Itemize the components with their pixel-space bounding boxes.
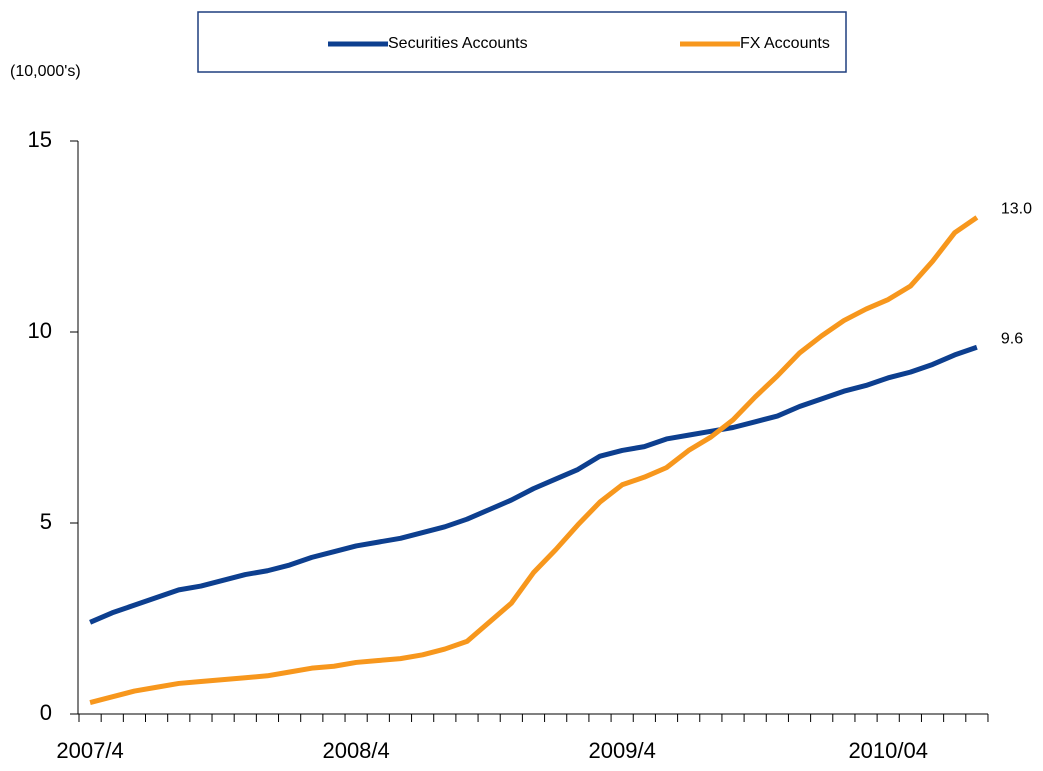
y-tick-label: 10 bbox=[28, 318, 52, 343]
y-axis-label: (10,000's) bbox=[10, 63, 81, 80]
x-tick-label: 2008/4 bbox=[322, 738, 389, 763]
legend-label: Securities Accounts bbox=[388, 35, 528, 52]
legend-label: FX Accounts bbox=[740, 35, 830, 52]
y-tick-label: 15 bbox=[28, 127, 52, 152]
series-line bbox=[89, 215, 979, 705]
data-label: 9.6 bbox=[1001, 330, 1023, 347]
y-tick-label: 5 bbox=[40, 509, 52, 534]
y-tick-label: 0 bbox=[40, 700, 52, 725]
x-tick-label: 2007/4 bbox=[56, 738, 123, 763]
series-line bbox=[89, 344, 978, 625]
data-label: 13.0 bbox=[1001, 201, 1032, 218]
x-tick-label: 2010/04 bbox=[848, 738, 928, 763]
x-tick-label: 2009/4 bbox=[589, 738, 656, 763]
